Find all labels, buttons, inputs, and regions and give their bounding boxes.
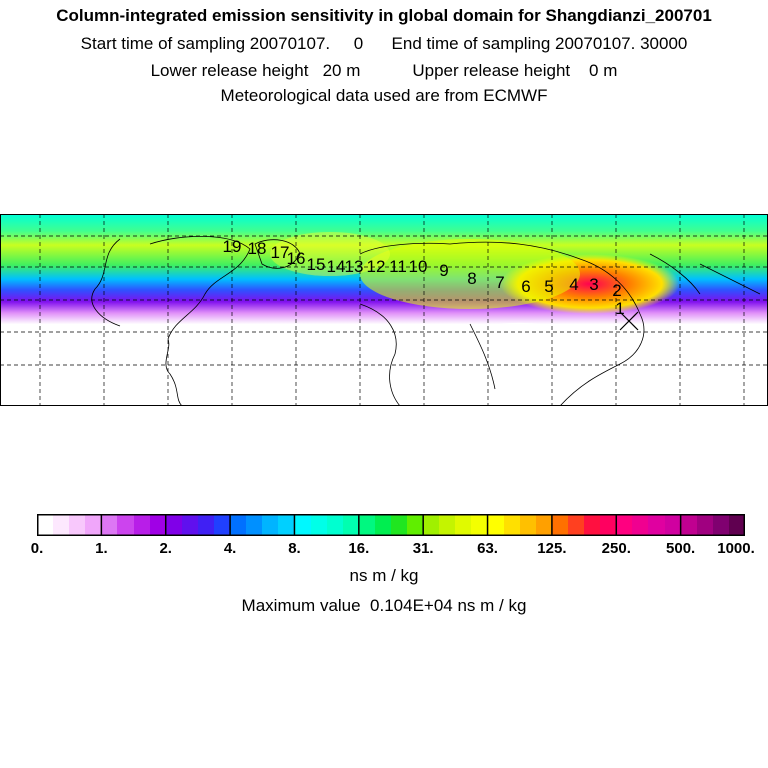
color-swatch xyxy=(600,514,616,536)
color-swatch xyxy=(278,514,294,536)
color-scale-tick-label: 500. xyxy=(666,540,696,557)
unit-label: ns m / kg xyxy=(349,566,419,585)
color-swatch xyxy=(648,514,665,536)
color-swatch xyxy=(665,514,681,536)
trajectory-label-4: 4 xyxy=(569,275,578,294)
color-scale-tick-label: 63. xyxy=(477,540,498,557)
color-swatch xyxy=(455,514,471,536)
receptor-x-marker xyxy=(619,311,639,331)
color-scale-tick-label: 2. xyxy=(159,540,172,557)
color-swatch xyxy=(359,514,375,536)
color-scale-tick-label: 16. xyxy=(348,540,370,557)
color-scale-tick-label: 31. xyxy=(412,540,434,557)
trajectory-label-9: 9 xyxy=(439,261,448,280)
color-swatch xyxy=(520,514,536,536)
maximum-value-label: Maximum value 0.104E+04 ns m / kg xyxy=(241,596,527,615)
color-swatch xyxy=(246,514,262,536)
trajectory-label-11: 11 xyxy=(389,257,407,276)
trajectory-label-5: 5 xyxy=(544,277,553,296)
color-swatch xyxy=(439,514,455,536)
color-swatch xyxy=(69,514,85,536)
color-swatch xyxy=(166,514,182,536)
color-scale-tick-label: 4. xyxy=(223,540,237,557)
color-swatch xyxy=(423,514,439,536)
trajectory-label-18: 18 xyxy=(248,239,267,258)
color-swatch xyxy=(729,514,745,536)
sensitivity-field xyxy=(0,214,768,356)
trajectory-label-16: 16 xyxy=(287,249,306,268)
color-swatch xyxy=(584,514,600,536)
color-swatch xyxy=(101,514,117,536)
trajectory-label-7: 7 xyxy=(495,273,504,292)
color-scale-tick-label: 0. xyxy=(30,540,44,557)
trajectory-label-6: 6 xyxy=(521,277,530,296)
color-swatch xyxy=(407,514,423,536)
color-swatch xyxy=(391,514,407,536)
trajectory-label-13: 13 xyxy=(345,257,364,276)
sampling-time-line: Start time of sampling 20070107. 0 End t… xyxy=(80,34,688,53)
color-swatch xyxy=(504,514,520,536)
trajectory-label-14: 14 xyxy=(327,257,346,276)
color-scale-bar xyxy=(37,514,745,536)
color-swatch xyxy=(198,514,214,536)
color-swatch xyxy=(343,514,359,536)
color-swatch xyxy=(134,514,150,536)
color-swatch xyxy=(150,514,166,536)
color-swatch xyxy=(85,514,101,536)
color-swatch xyxy=(327,514,343,536)
color-swatch xyxy=(697,514,713,536)
color-scale-tick-label: 8. xyxy=(288,540,301,557)
color-scale-border xyxy=(37,514,745,536)
color-swatch xyxy=(536,514,552,536)
trajectory-label-1: 1 xyxy=(615,299,624,318)
trajectory-label-2: 2 xyxy=(612,281,621,300)
trajectory-label-3: 3 xyxy=(589,275,598,294)
color-swatch xyxy=(616,514,632,536)
color-swatch xyxy=(214,514,230,536)
color-swatch xyxy=(375,514,391,536)
trajectory-label-12: 12 xyxy=(367,257,386,276)
color-scale-tick-label: 1. xyxy=(95,540,108,557)
color-scale-tick-label: 250. xyxy=(601,540,631,557)
color-swatch xyxy=(552,514,568,536)
color-swatch xyxy=(53,514,69,536)
color-swatch xyxy=(294,514,311,536)
trajectory-label-19: 19 xyxy=(223,237,242,256)
trajectory-label-8: 8 xyxy=(467,269,476,288)
color-swatch xyxy=(311,514,327,536)
map-title: Column-integrated emission sensitivity i… xyxy=(56,6,712,25)
color-scale-tick-label: 1000. xyxy=(717,540,755,557)
color-swatch xyxy=(182,514,198,536)
trajectory-label-15: 15 xyxy=(307,255,326,274)
color-swatch xyxy=(632,514,648,536)
color-swatch xyxy=(230,514,246,536)
color-swatch xyxy=(262,514,278,536)
met-data-line: Meteorological data used are from ECMWF xyxy=(220,86,548,105)
color-swatch xyxy=(471,514,488,536)
color-swatch xyxy=(488,514,504,536)
color-swatch xyxy=(713,514,729,536)
graticule xyxy=(0,214,768,406)
color-swatch xyxy=(117,514,134,536)
color-swatch xyxy=(37,514,53,536)
release-height-line: Lower release height 20 m Upper release … xyxy=(150,61,618,80)
color-scale-tick-label: 125. xyxy=(537,540,567,557)
trajectory-label-10: 10 xyxy=(409,257,428,276)
color-swatch xyxy=(681,514,697,536)
trajectory-label-17: 17 xyxy=(271,243,290,262)
color-swatch xyxy=(568,514,584,536)
